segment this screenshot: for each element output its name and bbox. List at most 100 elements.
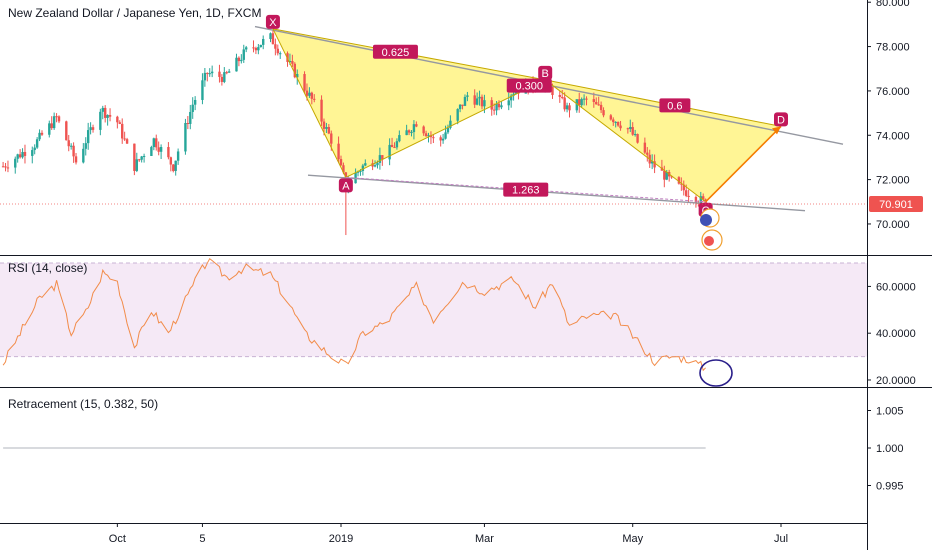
ratio-label-xad[interactable]: 1.263: [503, 182, 549, 197]
ratio-label-abc[interactable]: 0.300: [506, 78, 552, 93]
candle: [633, 129, 637, 137]
candle: [337, 136, 340, 163]
candle: [155, 134, 158, 151]
candle: [609, 114, 613, 121]
pattern-point-a[interactable]: A: [338, 178, 353, 193]
candle: [582, 94, 586, 106]
candle: [578, 92, 581, 113]
candle: [293, 62, 297, 79]
candle: [339, 155, 343, 166]
candle: [72, 142, 75, 163]
candle: [597, 96, 600, 106]
candle: [135, 152, 139, 173]
candle: [159, 144, 163, 160]
rsi-pane: RSI (14, close): [0, 257, 867, 387]
pattern-leg-bc: [544, 79, 706, 203]
price-axis[interactable]: 80.000 78.000 76.000 74.000 72.000 70.000: [867, 0, 910, 231]
candle: [35, 137, 39, 149]
candle: [193, 96, 197, 111]
candle: [108, 108, 112, 122]
candle: [206, 72, 209, 82]
candle: [244, 45, 248, 53]
lower-trendline[interactable]: [307, 174, 806, 212]
candle: [558, 90, 561, 103]
candle: [395, 138, 399, 150]
candle: [441, 133, 445, 144]
candle: [23, 144, 27, 164]
rsi-tick-label: 60.0000: [876, 281, 916, 293]
last-price-badge-text: 70.901: [879, 199, 913, 211]
price-tick-label: 70.000: [876, 219, 910, 231]
candle: [67, 134, 70, 152]
candle: [218, 64, 221, 83]
rsi-axis[interactable]: 60.0000 40.0000 20.0000: [867, 281, 916, 387]
candle: [444, 125, 447, 140]
time-tick-label: Mar: [475, 533, 494, 545]
candle: [463, 94, 467, 107]
candle: [82, 143, 85, 164]
pattern-leg-xa: [272, 28, 347, 178]
candle: [381, 155, 384, 166]
candle: [184, 118, 187, 155]
last-price-badge-bg: [869, 195, 923, 212]
pattern-leg-cd: [705, 125, 782, 203]
price-tick-label: 76.000: [876, 86, 910, 98]
candle: [106, 114, 109, 126]
dividend-icon[interactable]: [704, 236, 714, 246]
candle: [6, 160, 10, 173]
candle: [616, 121, 620, 127]
candle: [680, 177, 683, 191]
time-tick-label: Jul: [774, 533, 788, 545]
candle: [446, 124, 450, 135]
alert-icons[interactable]: [700, 208, 723, 251]
candle: [140, 155, 143, 163]
pattern-xab-triangle: [272, 28, 546, 178]
candle: [48, 120, 51, 138]
time-tick-label: 5: [199, 533, 205, 545]
candle: [55, 113, 58, 123]
candle: [269, 32, 272, 43]
time-axis[interactable]: Oct 5 2019 Mar May Jul: [109, 523, 788, 545]
pattern-point-b[interactable]: B: [538, 65, 553, 80]
candle: [40, 130, 44, 136]
candle: [478, 90, 481, 106]
candle: [69, 143, 73, 150]
candle: [123, 131, 126, 141]
candle: [150, 145, 153, 156]
candle: [172, 164, 175, 173]
candle: [415, 121, 418, 128]
candle: [585, 96, 588, 106]
ratio-label-bcd[interactable]: 0.6: [659, 98, 691, 113]
candle: [91, 124, 95, 133]
candle: [50, 116, 53, 130]
rsi-band: [0, 263, 867, 357]
svg-text:X: X: [269, 17, 277, 29]
svg-text:0.6: 0.6: [667, 100, 682, 112]
candle: [4, 162, 7, 172]
candle: [565, 102, 569, 113]
ratio-label-xab[interactable]: 0.625: [372, 44, 418, 59]
candle: [89, 122, 92, 135]
candle: [398, 130, 401, 143]
earnings-icon[interactable]: [700, 214, 712, 226]
candle: [373, 160, 377, 168]
candle: [595, 97, 598, 105]
price-tick-label: 78.000: [876, 42, 910, 54]
candle: [279, 51, 282, 59]
pattern-point-x[interactable]: X: [265, 14, 280, 29]
chart-title: New Zealand Dollar / Japanese Yen, 1D, F…: [8, 6, 261, 20]
candle: [210, 65, 214, 78]
candle: [191, 97, 194, 119]
candle: [84, 137, 87, 156]
price-tick-label: 72.000: [876, 175, 910, 187]
candle: [118, 120, 121, 125]
candle: [237, 56, 241, 67]
candle: [364, 159, 367, 167]
pattern-point-d[interactable]: D: [774, 112, 788, 127]
svg-text:A: A: [342, 180, 350, 192]
candle: [254, 46, 258, 55]
candle: [133, 143, 136, 176]
retracement-axis[interactable]: 1.005 1.000 0.995: [867, 406, 904, 493]
candle: [636, 133, 639, 144]
